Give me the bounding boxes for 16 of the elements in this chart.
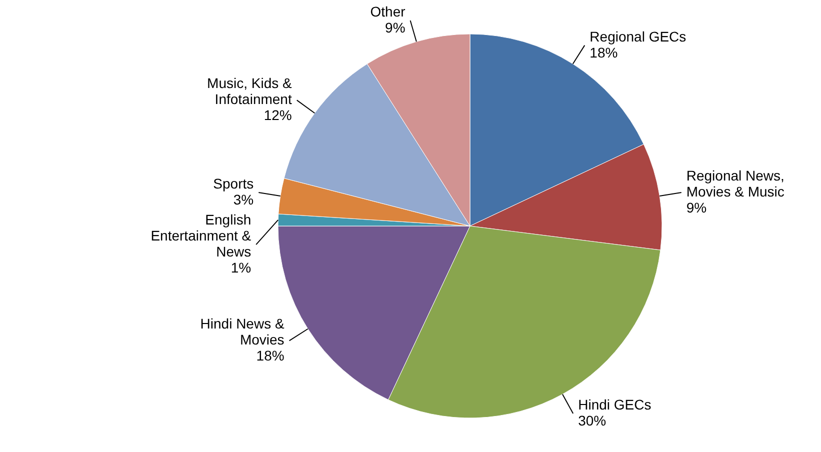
data-label: 18% xyxy=(590,44,618,60)
slice-label: English Entertainment & News xyxy=(150,212,252,260)
slice-label: Hindi GECs xyxy=(578,396,652,413)
slice-label: Regional News, Movies & Music xyxy=(686,168,784,200)
data-label: 3% xyxy=(233,192,254,208)
data-label: 18% xyxy=(256,348,284,364)
slice-label: Regional GECs xyxy=(590,28,686,44)
slice-label: Music, Kids & Infotainment xyxy=(207,75,293,108)
data-label: 30% xyxy=(578,412,606,429)
slice-label: Hindi News & Movies xyxy=(200,316,285,348)
data-label: 1% xyxy=(230,260,252,276)
slice-label: Other xyxy=(370,3,406,20)
data-label: 9% xyxy=(385,19,406,36)
slice-label: Sports xyxy=(213,176,254,192)
data-label: 9% xyxy=(686,200,707,216)
data-label: 12% xyxy=(264,107,292,124)
